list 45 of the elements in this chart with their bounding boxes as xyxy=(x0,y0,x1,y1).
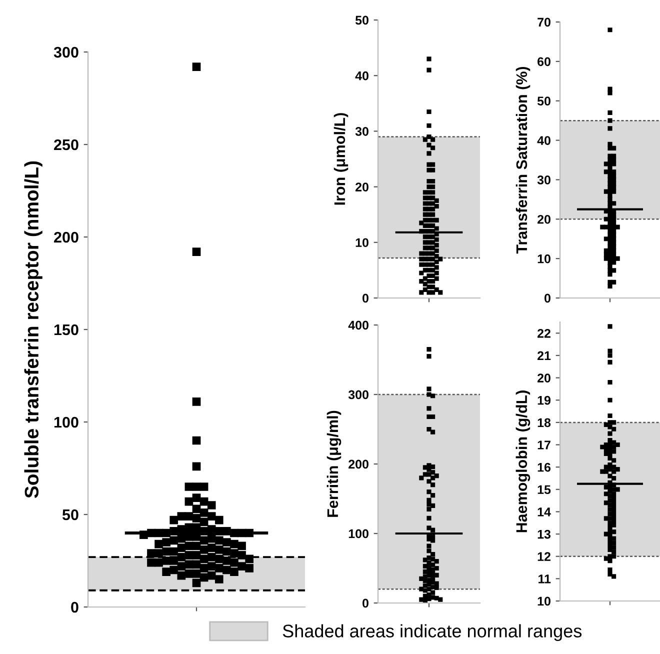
y-tick-label: 22 xyxy=(538,328,550,338)
y-tick-label: 20 xyxy=(538,214,550,224)
y-tick-label: 70 xyxy=(538,18,550,27)
y-axis-title: Ferritin (μg/ml) xyxy=(326,410,342,517)
y-tick-label: 0 xyxy=(362,294,368,303)
y-tick-label: 21 xyxy=(538,351,551,360)
y-tick-label: 250 xyxy=(54,139,78,150)
y-tick-label: 200 xyxy=(54,232,78,243)
y-tick-label: 20 xyxy=(538,374,550,382)
y-tick-label: 20 xyxy=(356,182,368,192)
y-tick-label: 10 xyxy=(356,238,368,248)
legend-label: Shaded areas indicate normal ranges xyxy=(282,624,582,642)
y-axis-title: Haemoglobin (g/dL) xyxy=(516,390,530,532)
y-tick-label: 10 xyxy=(538,596,550,606)
y-tick-label: 18 xyxy=(538,418,551,428)
y-tick-label: 40 xyxy=(537,136,550,145)
y-tick-label: 13 xyxy=(538,530,551,539)
y-tick-label: 0 xyxy=(71,602,78,613)
y-tick-label: 40 xyxy=(355,71,368,80)
y-tick-label: 200 xyxy=(348,460,368,469)
y-tick-label: 10 xyxy=(538,254,550,264)
y-tick-label: 14 xyxy=(538,508,551,516)
y-tick-label: 300 xyxy=(348,390,368,400)
y-tick-label: 300 xyxy=(54,46,78,58)
y-tick-label: 17 xyxy=(538,440,550,450)
y-axis-title: Transferrin Saturation (%) xyxy=(516,66,530,254)
y-tick-label: 30 xyxy=(537,176,550,184)
y-tick-label: 50 xyxy=(537,96,550,106)
y-tick-label: 0 xyxy=(544,294,550,303)
y-tick-label: 60 xyxy=(538,57,550,66)
y-tick-label: 15 xyxy=(538,485,551,494)
y-tick-label: 50 xyxy=(355,16,368,25)
y-tick-label: 400 xyxy=(348,320,368,330)
y-tick-label: 11 xyxy=(538,574,551,584)
y-tick-label: 0 xyxy=(362,598,368,608)
y-tick-label: 30 xyxy=(355,127,368,136)
y-tick-label: 50 xyxy=(62,509,78,520)
y-axis-title: Iron (μmol/L) xyxy=(334,113,348,205)
y-tick-label: 100 xyxy=(54,416,78,428)
y-tick-label: 12 xyxy=(538,552,550,561)
y-tick-label: 16 xyxy=(538,462,551,472)
y-tick-label: 19 xyxy=(538,396,551,405)
y-axis-title: Soluble transferrin receptor (nmol/L) xyxy=(24,161,42,498)
y-tick-label: 150 xyxy=(54,324,78,336)
y-tick-label: 100 xyxy=(348,529,368,538)
